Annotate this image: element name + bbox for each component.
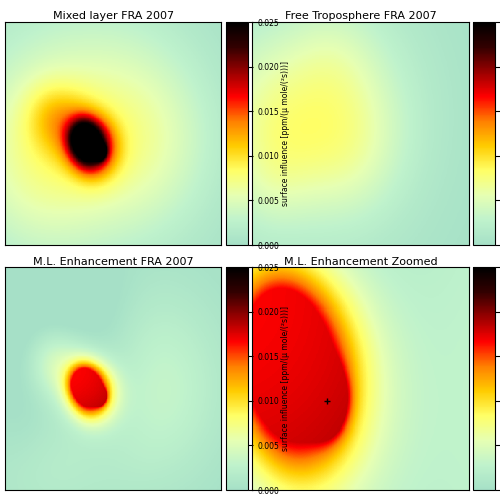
Y-axis label: surface influence [ppm/(μ mole/(²s)))]: surface influence [ppm/(μ mole/(²s)))] [280,61,289,206]
Title: M.L. Enhancement FRA 2007: M.L. Enhancement FRA 2007 [33,256,194,266]
Title: Free Troposphere FRA 2007: Free Troposphere FRA 2007 [284,11,436,21]
Title: Mixed layer FRA 2007: Mixed layer FRA 2007 [52,11,174,21]
Title: M.L. Enhancement Zoomed: M.L. Enhancement Zoomed [284,256,438,266]
Y-axis label: surface influence [ppm/(μ mole/(²s)))]: surface influence [ppm/(μ mole/(²s)))] [280,306,289,451]
